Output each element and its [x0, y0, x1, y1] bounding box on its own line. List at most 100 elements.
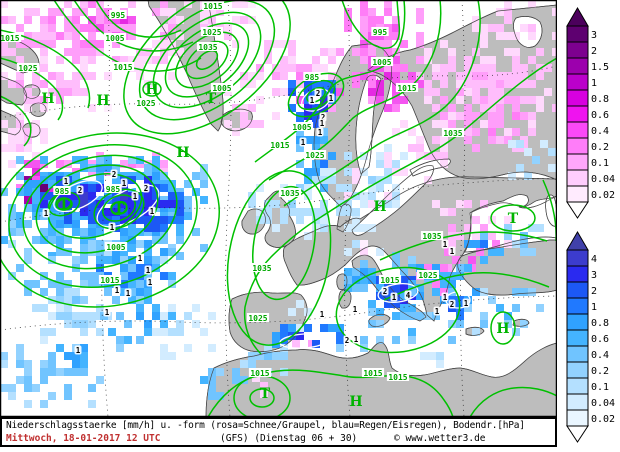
map-border: [0, 0, 557, 417]
rain-label-bg: [448, 299, 456, 309]
rain-intensity-value: 1: [329, 94, 334, 103]
rain-scale-tick-label: 0.2: [591, 366, 609, 377]
isobar-label-bg: [268, 140, 292, 149]
isobar-label-bg: [53, 186, 71, 195]
isobar-ring: [226, 170, 332, 346]
snow-scale-tick-label: 0.02: [591, 190, 615, 201]
isobar-value-label: 1035: [443, 129, 462, 138]
rain-intensity-value: 1: [435, 307, 440, 316]
rain-scale-tick-label: 0.02: [591, 414, 615, 425]
isobar-label-bg: [278, 188, 302, 197]
low-pressure-symbol: T: [260, 386, 271, 402]
snow-scale-cell: [566, 137, 589, 155]
isobar-value-label: 1005: [292, 123, 311, 132]
rain-scale-cell: [566, 249, 589, 267]
rain-intensity-value: 1: [44, 209, 49, 218]
isobar-value-label: 995: [373, 28, 388, 37]
snow-scale-cell: [566, 57, 589, 75]
snow-scale-down-arrow: [566, 201, 589, 219]
coast-corsica: [336, 273, 348, 290]
isobar-line: [0, 95, 32, 147]
coast-sicily: [368, 313, 391, 327]
isobar-ring: [164, 22, 250, 98]
rain-label-bg: [120, 178, 128, 188]
rain-label-bg: [381, 286, 389, 296]
graticule-line: [101, 0, 110, 417]
isobar-value-label: 1025: [305, 151, 324, 160]
coast-baltic-sea: [351, 165, 434, 236]
rain-intensity-value: 1: [150, 207, 155, 216]
rain-scale: 4 3 2 1 0.8 0.6 0.4 0.2 0.1 0.04 0.02: [566, 231, 615, 443]
rain-intensity-value: 1: [133, 192, 138, 201]
pressure-centers: H H H T H H T T T H T H: [41, 81, 536, 410]
rain-label-bg: [113, 285, 121, 295]
isobar-label-bg: [416, 270, 440, 279]
snow-scale-cell: [566, 25, 589, 43]
rain-label-bg: [462, 298, 470, 308]
rain-intensity-value: 2: [78, 186, 83, 195]
rain-scale-cell: [566, 329, 589, 347]
isobar-ring: [306, 87, 326, 103]
rain-intensity-value: 1: [443, 240, 448, 249]
rain-scale-up-arrow: [566, 231, 589, 251]
isobar-value-label: 1025: [418, 271, 437, 280]
isobar-value-label: 1035: [252, 264, 271, 273]
rain-scale-cell: [566, 297, 589, 315]
high-pressure-symbol: H: [41, 91, 54, 107]
rain-scale-tick-label: 2: [591, 286, 597, 297]
precip-contour-ring: [53, 179, 103, 213]
isobar-value-label: 985: [106, 185, 121, 194]
isobar-line: [469, 386, 557, 417]
low-pressure-symbol: T: [59, 197, 70, 213]
graticule-line: [0, 295, 557, 331]
coast-gulf-of-bothnia: [355, 74, 382, 175]
rain-intensity-value: 1: [464, 299, 469, 308]
rain-label-bg: [314, 88, 322, 98]
isobar-value-label: 1015: [270, 141, 289, 150]
rain-label-bg: [136, 253, 144, 263]
rain-scale-tick-label: 0.8: [591, 318, 609, 329]
rain-intensity-value: 1: [310, 96, 315, 105]
rain-intensity-value: 1: [443, 293, 448, 302]
rain-label-bg: [131, 191, 139, 201]
footer-meta: Mittwoch, 18-01-2017 12 UTC (GFS) (Diens…: [2, 433, 555, 447]
isobar-value-label: 985: [305, 73, 320, 82]
isobar-value-label: 1015: [113, 63, 132, 72]
isobar-line: [383, 272, 550, 301]
isobar-value-label: 995: [111, 11, 126, 20]
snow-scale-cell: [566, 153, 589, 171]
isobar-label-bg: [303, 72, 321, 81]
snow-scale-tick-label: 0.2: [591, 142, 609, 153]
snow-scale-tick-label: 0.8: [591, 94, 609, 105]
precip-contour-ring: [377, 283, 419, 303]
snow-scale-tick-label: 1.5: [591, 62, 609, 73]
rain-scale-cell: [566, 409, 589, 427]
high-pressure-symbol: H: [176, 145, 189, 161]
rain-scale-tick-label: 0.6: [591, 334, 609, 345]
isobar-ring: [296, 79, 336, 111]
isobar-value-label: 1025: [248, 314, 267, 323]
coast-island: [22, 122, 41, 138]
isobar-label-bg: [420, 231, 444, 240]
snow-scale-tick-label: 0.1: [591, 158, 609, 169]
isobar-label-bg: [246, 313, 270, 322]
isobar-value-label: 1035: [280, 189, 299, 198]
coast-italy: [351, 254, 427, 322]
rain-intensity-value: 2: [112, 170, 117, 179]
rain-label-bg: [318, 309, 326, 319]
isobar-ring: [138, 0, 276, 121]
isobar-labels: 1015102599510051015101510251035102510059…: [0, 1, 465, 382]
isobar-value-label: 985: [55, 187, 70, 196]
snow-scale-tick-label: 1: [591, 78, 597, 89]
footer-bar: Niederschlagsstaerke [mm/h] u. -form (ro…: [0, 417, 557, 447]
snow-scale-tick-label: 0.6: [591, 110, 609, 121]
snow-scale-up-arrow: [566, 7, 589, 27]
high-center-ring: [490, 311, 516, 345]
isobar-label-bg: [104, 242, 128, 251]
isobar-value-label: 1035: [422, 232, 441, 241]
isobar-line: [283, 0, 481, 207]
isobar-value-label: 1015: [100, 276, 119, 285]
rain-intensity-value: 1: [110, 223, 115, 232]
rain-label-bg: [316, 127, 324, 137]
graticule: [0, 0, 557, 417]
